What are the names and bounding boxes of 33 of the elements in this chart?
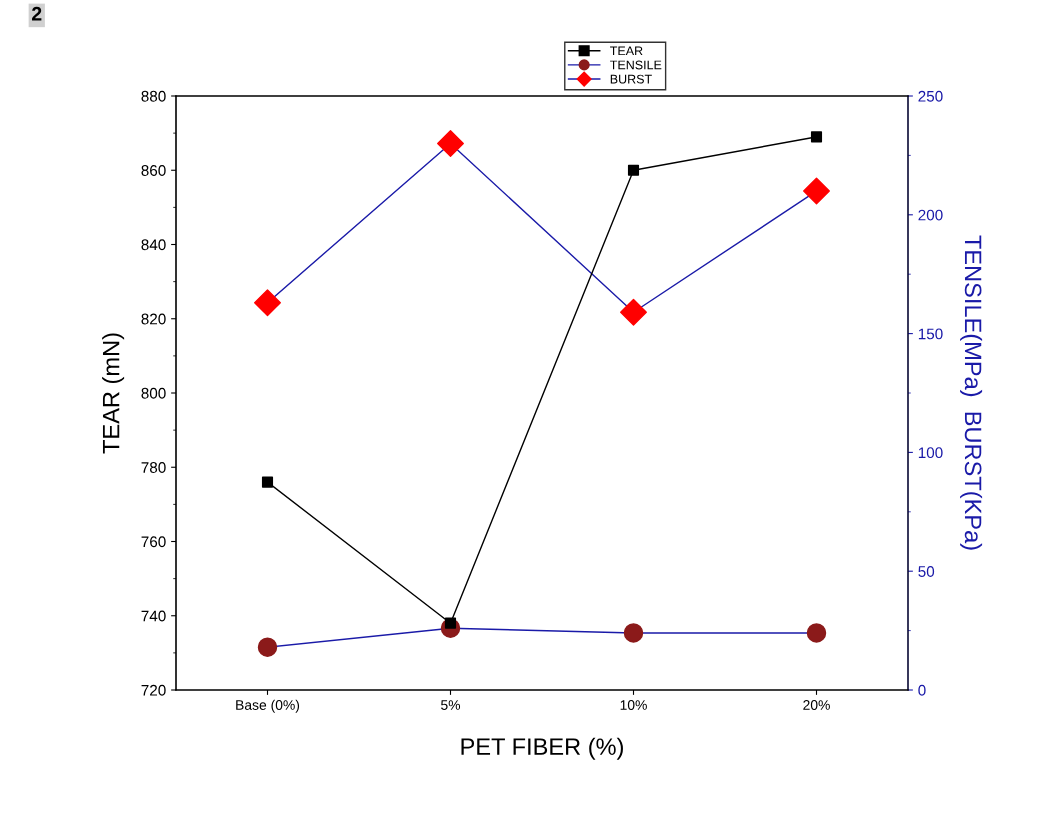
y2-tick-label: 100 (918, 447, 943, 459)
y-axis-title: TEAR (mN) (102, 333, 125, 454)
point (810, 131, 823, 143)
y-tick-label: 780 (141, 462, 166, 473)
y2-tick-label: 50 (918, 566, 935, 577)
y2-tick-label: 200 (918, 209, 943, 221)
y2-axis-title: TENSILE(MPa) BURST(KPa) (960, 235, 983, 550)
point (627, 164, 640, 176)
y-tick-label: 860 (141, 165, 166, 176)
x-tick-label: 5% (441, 700, 461, 710)
x-tick-label: 20% (803, 700, 830, 710)
point (254, 289, 281, 317)
y2-tick-label: 0 (918, 684, 926, 696)
x-tick-label: Base (0%) (236, 699, 300, 713)
y-tick-label: 720 (141, 684, 166, 696)
legend-label: TENSILE (610, 60, 662, 70)
y-tick-label: 760 (141, 536, 166, 548)
y-tick-label: 800 (141, 387, 166, 399)
y-tick-label: 880 (141, 90, 166, 102)
y2-tick-label: 150 (918, 328, 943, 340)
y-tick-label: 740 (141, 610, 166, 622)
point (261, 476, 274, 488)
y-tick-label: 840 (141, 239, 166, 251)
x-axis-title: PET FIBER (%) (461, 737, 623, 760)
text: 2 (32, 6, 42, 21)
y2-tick-label: 250 (918, 90, 943, 102)
point (803, 177, 830, 205)
y-tick-label: 820 (141, 313, 166, 325)
legend-label: BURST (610, 74, 652, 84)
point (437, 130, 464, 157)
point (620, 298, 647, 326)
legend-label: TEAR (610, 46, 643, 56)
x-tick-label: 10% (620, 700, 647, 710)
